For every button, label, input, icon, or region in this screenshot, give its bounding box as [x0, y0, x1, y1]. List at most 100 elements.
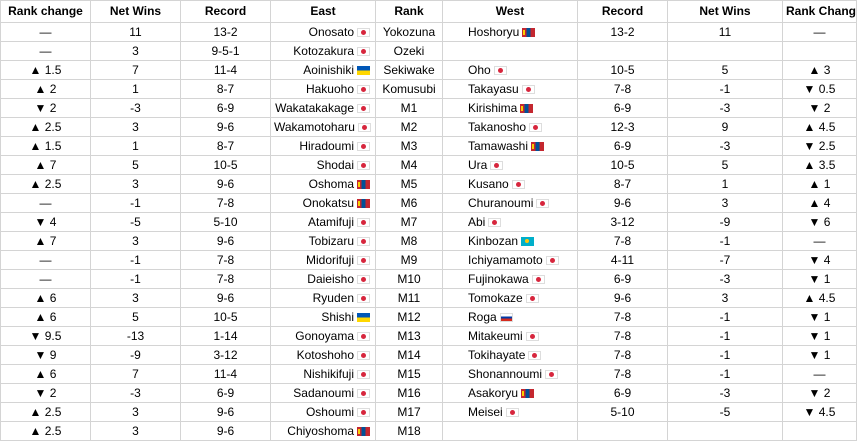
east-net-wins-text: -3 — [130, 101, 141, 115]
west-wrestler-text: Ura — [468, 158, 488, 172]
west-record: 6-9 — [577, 98, 668, 118]
japan-flag-icon — [357, 389, 370, 398]
east-net-wins-text: 1 — [132, 82, 139, 96]
west-wrestler-text: Kusano — [468, 177, 509, 191]
west-wrestler-text: Takayasu — [468, 82, 519, 96]
west-net-wins-text: -1 — [719, 234, 731, 248]
east-rank-change-text: ▲ 2 — [34, 82, 57, 96]
west-rank-change-text: ▼ 2 — [808, 386, 831, 400]
east-record: 9-6 — [180, 402, 271, 422]
west-record: 6-9 — [577, 383, 668, 403]
east-rank-change: ▲ 2.5 — [0, 174, 91, 194]
west-record-text: 10-5 — [610, 63, 635, 77]
west-wrestler: Tokihayate — [442, 345, 578, 365]
west-record: 10-5 — [577, 155, 668, 175]
west-rank-change-text: ▼ 2 — [808, 101, 831, 115]
west-record — [577, 41, 668, 61]
west-record-text: 7-8 — [613, 329, 632, 343]
west-record: 3-12 — [577, 212, 668, 232]
east-rank-change: ▲ 6 — [0, 364, 91, 384]
mongolia-flag-icon — [357, 427, 370, 436]
east-net-wins-text: 3 — [132, 405, 139, 419]
east-record-text: 5-10 — [213, 215, 238, 229]
west-net-wins-text: -1 — [719, 329, 731, 343]
west-record-text: 5-10 — [610, 405, 635, 419]
west-rank-change — [782, 41, 857, 61]
east-net-wins-text: -1 — [130, 196, 141, 210]
japan-flag-icon — [357, 351, 370, 360]
west-wrestler: Hoshoryu — [442, 22, 578, 42]
west-rank-change-text: ▲ 4.5 — [803, 120, 836, 134]
west-rank-change: ▼ 1 — [782, 307, 857, 327]
rank-label: M10 — [375, 269, 443, 289]
west-record-text: 8-7 — [613, 177, 632, 191]
rank-label-text: Sekiwake — [383, 63, 435, 77]
japan-flag-icon — [357, 218, 370, 227]
west-wrestler-text: Hoshoryu — [468, 25, 520, 39]
rank-label: M2 — [375, 117, 443, 137]
east-rank-change: — — [0, 250, 91, 270]
west-net-wins-text: 1 — [721, 177, 729, 191]
east-record-text: 13-2 — [213, 25, 238, 39]
japan-flag-icon — [545, 370, 559, 379]
east-record: 7-8 — [180, 193, 271, 213]
west-net-wins-text: 9 — [721, 120, 729, 134]
rank-label-text: Yokozuna — [382, 25, 436, 39]
west-net-wins: -3 — [667, 98, 783, 118]
west-net-wins-text: -3 — [719, 386, 731, 400]
east-wrestler: Onokatsu — [270, 193, 376, 213]
east-record: 9-6 — [180, 117, 271, 137]
west-record: 7-8 — [577, 364, 668, 384]
west-wrestler: Ura — [442, 155, 578, 175]
east-wrestler-text: Wakamotoharu — [274, 120, 355, 134]
west-wrestler-text: Tokihayate — [468, 348, 526, 362]
east-wrestler: Kotoshoho — [270, 345, 376, 365]
west-record-text: 9-6 — [613, 291, 632, 305]
west-rank-change-text: ▼ 4 — [808, 253, 831, 267]
east-net-wins: -3 — [90, 383, 181, 403]
west-record-text: 6-9 — [613, 139, 632, 153]
rank-label: M8 — [375, 231, 443, 251]
east-record: 6-9 — [180, 98, 271, 118]
west-net-wins: 9 — [667, 117, 783, 137]
west-record-text: 7-8 — [613, 310, 632, 324]
west-wrestler-text: Fujinokawa — [468, 272, 529, 286]
east-wrestler: Shishi — [270, 307, 376, 327]
east-record-text: 7-8 — [216, 253, 235, 267]
west-wrestler-text: Oho — [468, 63, 491, 77]
west-rank-change: ▼ 6 — [782, 212, 857, 232]
east-rank-change: ▲ 2.5 — [0, 421, 91, 441]
east-record: 8-7 — [180, 136, 271, 156]
east-record-text: 10-5 — [213, 158, 238, 172]
west-net-wins: 5 — [667, 60, 783, 80]
col-header-rank: Rank — [375, 0, 443, 23]
east-record: 11-4 — [180, 60, 271, 80]
west-wrestler: Kusano — [442, 174, 578, 194]
west-record-text: 6-9 — [613, 272, 632, 286]
west-record-text: 10-5 — [610, 158, 635, 172]
west-rank-change: ▼ 1 — [782, 326, 857, 346]
east-record: 11-4 — [180, 364, 271, 384]
east-record-text: 7-8 — [216, 272, 235, 286]
east-net-wins: 3 — [90, 402, 181, 422]
rank-label-text: M9 — [400, 253, 418, 267]
rank-label-text: M16 — [397, 386, 421, 400]
east-net-wins: 11 — [90, 22, 181, 42]
japan-flag-icon — [357, 47, 370, 56]
east-net-wins-text: 5 — [132, 158, 139, 172]
east-net-wins-text: -1 — [130, 272, 141, 286]
west-record: 4-11 — [577, 250, 668, 270]
west-net-wins: -1 — [667, 307, 783, 327]
west-rank-change-text: — — [813, 234, 826, 248]
west-net-wins: 3 — [667, 288, 783, 308]
mongolia-flag-icon — [357, 199, 370, 208]
rank-label-text: M7 — [400, 215, 418, 229]
east-wrestler: Kotozakura — [270, 41, 376, 61]
east-wrestler-text: Ryuden — [312, 291, 354, 305]
east-wrestler: Gonoyama — [270, 326, 376, 346]
east-net-wins: -13 — [90, 326, 181, 346]
east-wrestler: Oshoumi — [270, 402, 376, 422]
east-net-wins-text: 3 — [132, 120, 139, 134]
west-net-wins: -7 — [667, 250, 783, 270]
west-record-text: 9-6 — [613, 196, 632, 210]
